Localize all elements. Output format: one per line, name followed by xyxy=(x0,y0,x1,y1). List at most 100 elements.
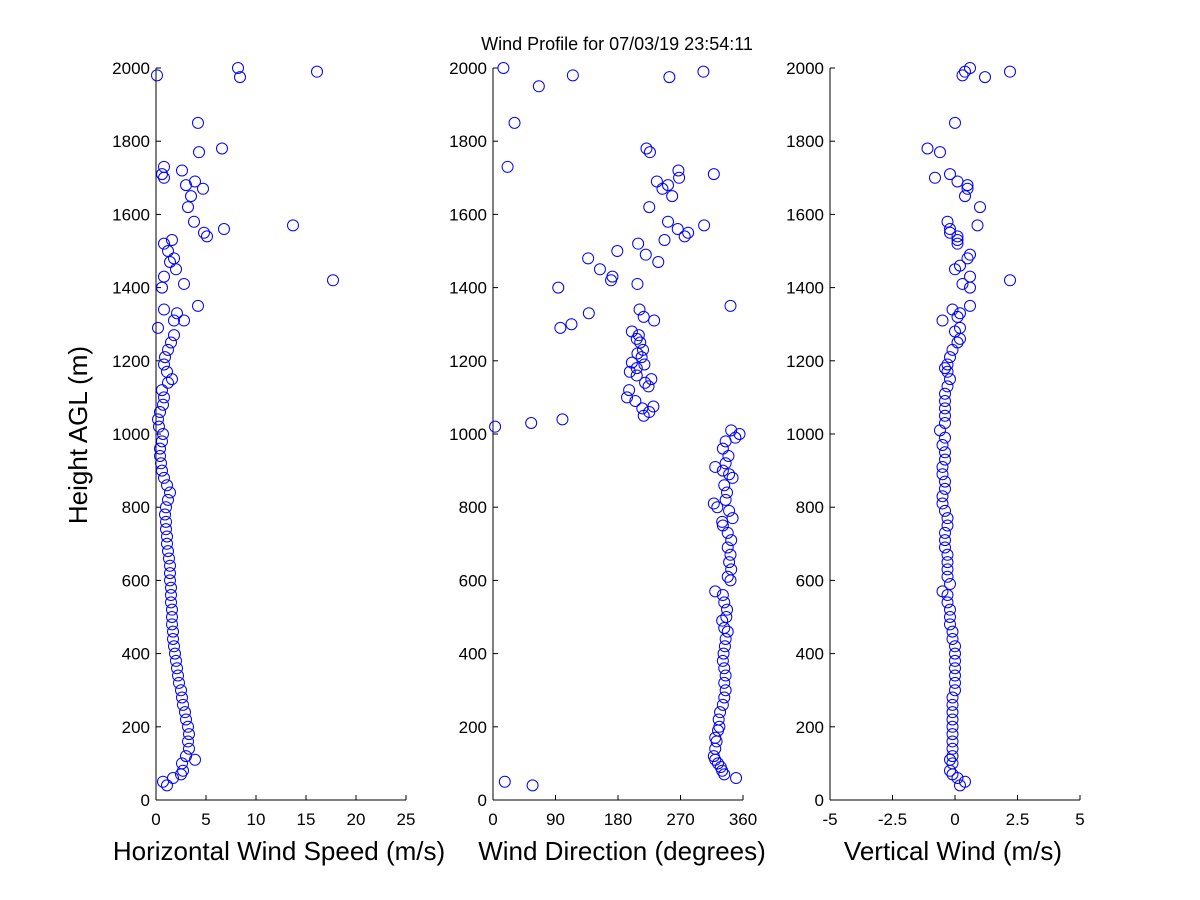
data-point xyxy=(709,742,722,755)
data-point xyxy=(949,116,961,129)
data-point xyxy=(159,351,171,364)
data-point xyxy=(160,501,172,514)
data-point xyxy=(162,245,174,257)
data-point xyxy=(716,698,729,711)
data-point xyxy=(158,358,170,371)
data-point xyxy=(164,567,176,580)
data-point xyxy=(944,351,956,364)
data-point xyxy=(946,757,959,770)
data-point xyxy=(165,589,177,602)
data-point xyxy=(161,530,173,543)
data-point xyxy=(725,424,738,437)
data-point xyxy=(724,574,737,587)
data-point xyxy=(944,618,956,631)
data-point xyxy=(944,611,956,623)
data-point xyxy=(630,369,643,382)
data-point xyxy=(719,493,732,506)
data-point xyxy=(157,428,169,440)
data-point xyxy=(182,201,194,214)
data-point xyxy=(662,179,674,192)
data-point xyxy=(178,314,190,327)
x-axis-label: Horizontal Wind Speed (m/s) xyxy=(113,836,445,866)
data-point xyxy=(944,753,956,766)
y-tick-label: 1200 xyxy=(449,352,487,371)
data-point xyxy=(625,356,638,369)
data-point xyxy=(218,223,230,236)
data-point xyxy=(949,669,961,682)
data-point xyxy=(173,676,185,689)
data-point xyxy=(921,142,934,155)
data-point xyxy=(697,65,710,78)
data-point xyxy=(166,611,178,623)
data-point xyxy=(158,391,170,404)
data-point xyxy=(716,654,729,667)
x-tick-label: 15 xyxy=(297,810,316,829)
data-point xyxy=(714,761,727,774)
y-tick-label: 1000 xyxy=(449,425,487,444)
data-point xyxy=(164,486,176,499)
data-point xyxy=(707,497,720,510)
data-point xyxy=(951,336,964,349)
data-point xyxy=(160,515,172,528)
data-point xyxy=(156,168,168,181)
data-point xyxy=(951,175,964,188)
data-point xyxy=(650,175,663,188)
data-point xyxy=(189,175,201,188)
y-tick-label: 200 xyxy=(122,718,150,737)
data-point xyxy=(671,223,684,236)
data-point xyxy=(672,164,685,177)
data-point xyxy=(152,413,164,426)
data-point xyxy=(707,750,720,763)
data-point xyxy=(954,332,966,345)
data-point xyxy=(944,168,956,181)
y-tick-label: 1000 xyxy=(112,425,150,444)
data-point xyxy=(722,449,735,462)
data-point xyxy=(716,515,729,528)
data-point xyxy=(946,698,959,711)
data-point xyxy=(176,164,188,177)
data-point xyxy=(170,263,182,276)
data-point xyxy=(939,475,951,488)
data-point xyxy=(944,373,956,386)
data-point xyxy=(723,504,736,517)
data-point xyxy=(716,442,729,455)
y-tick-label: 1600 xyxy=(449,205,487,224)
y-tick-label: 800 xyxy=(122,498,150,517)
data-point xyxy=(156,384,168,397)
data-point xyxy=(939,417,951,430)
data-point xyxy=(158,303,170,316)
data-point xyxy=(582,307,595,320)
data-point xyxy=(556,413,569,426)
data-point xyxy=(719,632,732,645)
data-point xyxy=(157,398,169,411)
data-point xyxy=(158,270,170,283)
data-point xyxy=(185,190,197,203)
y-tick-label: 1800 xyxy=(449,132,487,151)
data-point xyxy=(582,252,595,265)
data-point xyxy=(946,303,959,316)
y-tick-label: 1600 xyxy=(786,205,824,224)
data-point xyxy=(164,559,176,572)
data-point xyxy=(166,234,178,247)
data-point xyxy=(197,182,209,195)
x-tick-label: 2.5 xyxy=(1006,810,1030,829)
data-point xyxy=(939,482,951,495)
data-point xyxy=(216,142,228,155)
data-point xyxy=(637,343,649,356)
y-tick-label: 1400 xyxy=(786,279,824,298)
data-point xyxy=(201,230,213,243)
data-point xyxy=(311,65,323,78)
data-point xyxy=(621,391,634,404)
data-point xyxy=(951,230,964,243)
data-point xyxy=(718,676,731,689)
data-point xyxy=(939,541,951,554)
data-point xyxy=(566,69,579,82)
data-point xyxy=(171,662,183,675)
data-point xyxy=(944,578,956,591)
data-point xyxy=(719,684,732,697)
data-point xyxy=(663,71,676,84)
data-point xyxy=(718,596,731,609)
data-point xyxy=(176,691,188,704)
x-tick-label: 180 xyxy=(604,810,632,829)
y-tick-label: 600 xyxy=(796,571,824,590)
